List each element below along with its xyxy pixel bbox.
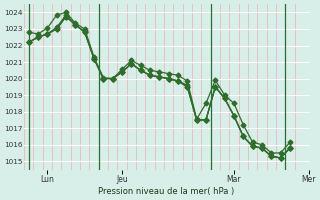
X-axis label: Pression niveau de la mer( hPa ): Pression niveau de la mer( hPa ): [98, 187, 235, 196]
